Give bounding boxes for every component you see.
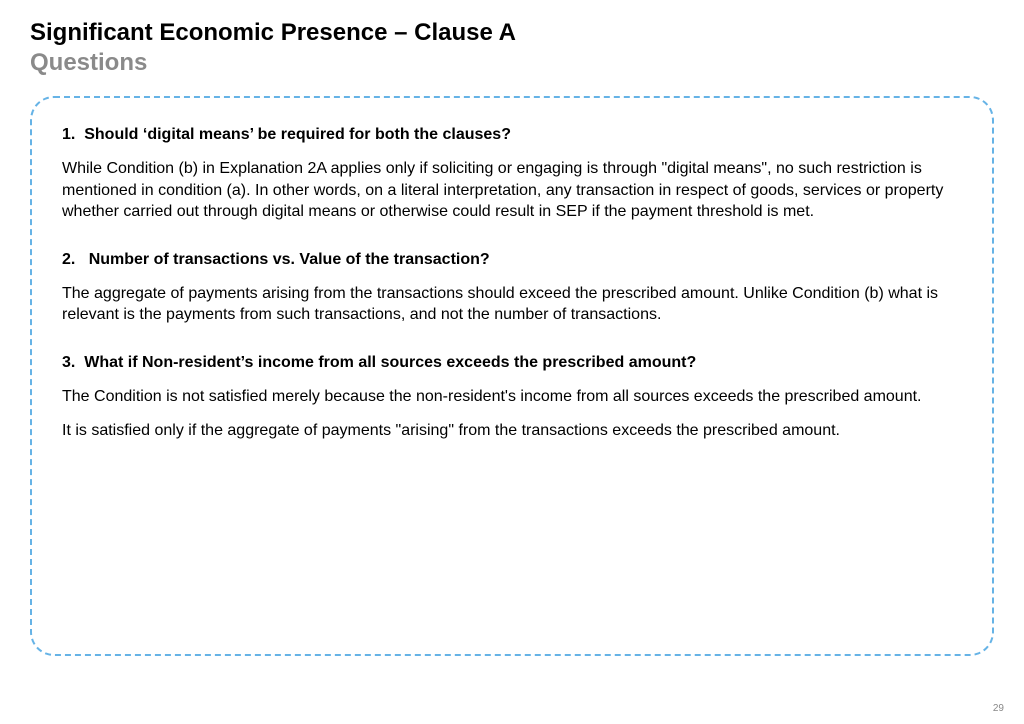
question-title: Number of transactions vs. Value of the … bbox=[89, 251, 490, 268]
question-heading: 3. What if Non-resident’s income from al… bbox=[62, 354, 962, 372]
question-title: Should ‘digital means’ be required for b… bbox=[84, 126, 511, 143]
question-body: While Condition (b) in Explanation 2A ap… bbox=[62, 158, 962, 223]
question-body: The Condition is not satisfied merely be… bbox=[62, 386, 962, 408]
slide-page: Significant Economic Presence – Clause A… bbox=[0, 0, 1024, 656]
question-number: 3. bbox=[62, 354, 75, 371]
content-box: 1. Should ‘digital means’ be required fo… bbox=[30, 96, 994, 656]
question-body: It is satisfied only if the aggregate of… bbox=[62, 420, 962, 442]
page-subtitle: Questions bbox=[30, 48, 994, 78]
question-number: 2. bbox=[62, 251, 75, 268]
question-heading: 2. Number of transactions vs. Value of t… bbox=[62, 251, 962, 269]
question-number: 1. bbox=[62, 126, 75, 143]
question-body: The aggregate of payments arising from t… bbox=[62, 283, 962, 326]
title-main: Significant Economic Presence – Clause A bbox=[30, 19, 516, 46]
question-heading: 1. Should ‘digital means’ be required fo… bbox=[62, 126, 962, 144]
question-title: What if Non-resident’s income from all s… bbox=[84, 354, 696, 371]
title-sub: Questions bbox=[30, 49, 147, 76]
page-number: 29 bbox=[993, 703, 1004, 714]
page-title: Significant Economic Presence – Clause A bbox=[30, 18, 994, 48]
